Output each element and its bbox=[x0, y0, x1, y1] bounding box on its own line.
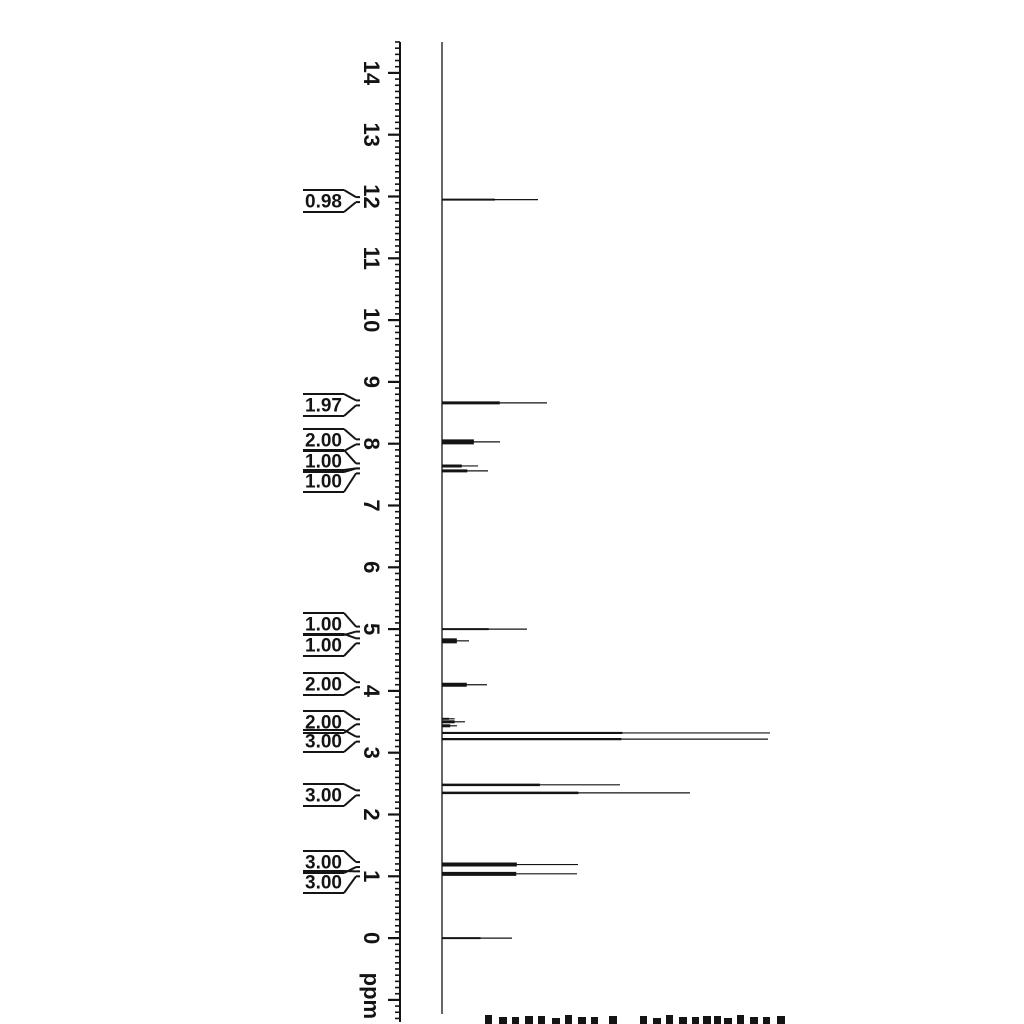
integral-callout: 1.97 bbox=[303, 393, 360, 417]
integral-bracket-line bbox=[343, 710, 357, 721]
integral-callout: 3.00 bbox=[303, 870, 360, 894]
truncated-peak-label-mark bbox=[552, 1018, 560, 1024]
truncated-peak-label-mark bbox=[578, 1017, 586, 1024]
truncated-peak-label-mark bbox=[499, 1017, 507, 1024]
integral-bracket-line bbox=[343, 201, 357, 213]
integral-value: 3.00 bbox=[305, 732, 342, 753]
integral-callout: 1.00 bbox=[303, 633, 360, 657]
truncated-peak-label-mark bbox=[750, 1017, 758, 1024]
integral-value: 1.00 bbox=[305, 615, 342, 636]
axis-unit-label-ppm: ppm bbox=[359, 973, 384, 1019]
integral-bracket-line bbox=[343, 686, 357, 696]
axis-tick-label: 10 bbox=[359, 308, 384, 332]
integral-bracket-line bbox=[343, 783, 357, 792]
integral-bracket-line bbox=[343, 612, 357, 628]
integral-bracket-line bbox=[343, 642, 357, 657]
integral-value: 1.00 bbox=[305, 452, 342, 473]
integral-bracket-line bbox=[343, 428, 357, 441]
truncated-peak-label-mark bbox=[777, 1016, 785, 1024]
integral-value: 2.00 bbox=[305, 675, 342, 696]
truncated-peak-label-mark bbox=[714, 1016, 721, 1024]
truncated-peak-label-mark bbox=[538, 1016, 545, 1024]
integral-value: 3.00 bbox=[305, 873, 342, 894]
integral-bracket-line bbox=[343, 189, 357, 198]
integral-value: 3.00 bbox=[305, 786, 342, 807]
axis-tick-label: 13 bbox=[359, 122, 384, 146]
integral-bracket-line bbox=[343, 875, 357, 894]
spectrum-trace bbox=[441, 42, 770, 1014]
integral-value: 1.97 bbox=[305, 396, 342, 417]
truncated-peak-label-mark bbox=[485, 1015, 492, 1024]
integral-bracket-line bbox=[343, 443, 357, 452]
axis-tick-label: 2 bbox=[359, 808, 384, 820]
axis-tick-label: 5 bbox=[359, 623, 384, 635]
integral-bracket-line bbox=[343, 404, 357, 417]
integral-bracket-line bbox=[343, 449, 357, 465]
axis-tick-label: 4 bbox=[359, 685, 384, 698]
axis-tick-label: 1 bbox=[359, 870, 384, 882]
truncated-peak-label-mark bbox=[609, 1016, 617, 1024]
truncated-peak-label-mark bbox=[763, 1017, 770, 1024]
integral-callout: 3.00 bbox=[303, 783, 360, 807]
axis-tick-label: 12 bbox=[359, 184, 384, 208]
truncated-peak-label-mark bbox=[512, 1017, 519, 1024]
truncated-peak-list bbox=[485, 1015, 785, 1024]
integral-callout: 3.00 bbox=[303, 850, 360, 874]
ppm-axis bbox=[388, 41, 401, 1022]
integral-value: 1.00 bbox=[305, 636, 342, 657]
axis-tick-label: 11 bbox=[359, 247, 384, 270]
axis-tick-label: 0 bbox=[359, 932, 384, 944]
integral-callout: 2.00 bbox=[303, 428, 360, 452]
axis-tick-label: 7 bbox=[359, 499, 384, 511]
integral-bracket-line bbox=[343, 467, 357, 471]
integral-callout: 3.00 bbox=[303, 729, 360, 753]
integral-bracket-line bbox=[343, 472, 357, 493]
truncated-peak-label-mark bbox=[724, 1018, 732, 1024]
truncated-peak-label-mark bbox=[692, 1017, 699, 1024]
integral-callouts: 0.981.972.001.001.001.001.002.002.003.00… bbox=[303, 189, 360, 894]
truncated-peak-label-mark bbox=[666, 1015, 673, 1024]
truncated-peak-label-mark bbox=[640, 1016, 647, 1024]
truncated-peak-label-mark bbox=[679, 1017, 687, 1024]
integral-callout: 1.00 bbox=[303, 612, 360, 636]
integral-bracket-line bbox=[343, 672, 357, 684]
integral-bracket-line bbox=[343, 794, 357, 807]
axis-tick-label: 9 bbox=[359, 376, 384, 388]
integral-value: 3.00 bbox=[305, 853, 342, 874]
axis-tick-label: 14 bbox=[359, 61, 384, 86]
integral-callout: 0.98 bbox=[303, 189, 360, 213]
truncated-peak-label-mark bbox=[591, 1017, 598, 1024]
integral-value: 0.98 bbox=[305, 192, 342, 213]
axis-tick-label: 8 bbox=[359, 438, 384, 450]
integral-bracket-line bbox=[343, 393, 357, 402]
integral-bracket-line bbox=[343, 729, 357, 738]
integral-value: 2.00 bbox=[305, 713, 342, 734]
integral-bracket-line bbox=[343, 850, 357, 863]
truncated-peak-label-mark bbox=[525, 1016, 533, 1024]
integral-value: 2.00 bbox=[305, 431, 342, 452]
integral-callout: 2.00 bbox=[303, 672, 360, 696]
integral-bracket-line bbox=[343, 740, 357, 753]
integral-value: 1.00 bbox=[305, 472, 342, 493]
truncated-peak-label-mark bbox=[737, 1015, 744, 1024]
truncated-peak-label-mark bbox=[565, 1015, 572, 1024]
truncated-peak-label-mark bbox=[653, 1018, 661, 1024]
integral-callout: 2.00 bbox=[303, 710, 360, 734]
truncated-peak-label-mark bbox=[703, 1016, 711, 1024]
integral-bracket-line bbox=[343, 633, 357, 640]
integral-callout: 1.00 bbox=[303, 467, 360, 493]
axis-tick-label: 3 bbox=[359, 747, 384, 759]
axis-tick-label: 6 bbox=[359, 561, 384, 573]
